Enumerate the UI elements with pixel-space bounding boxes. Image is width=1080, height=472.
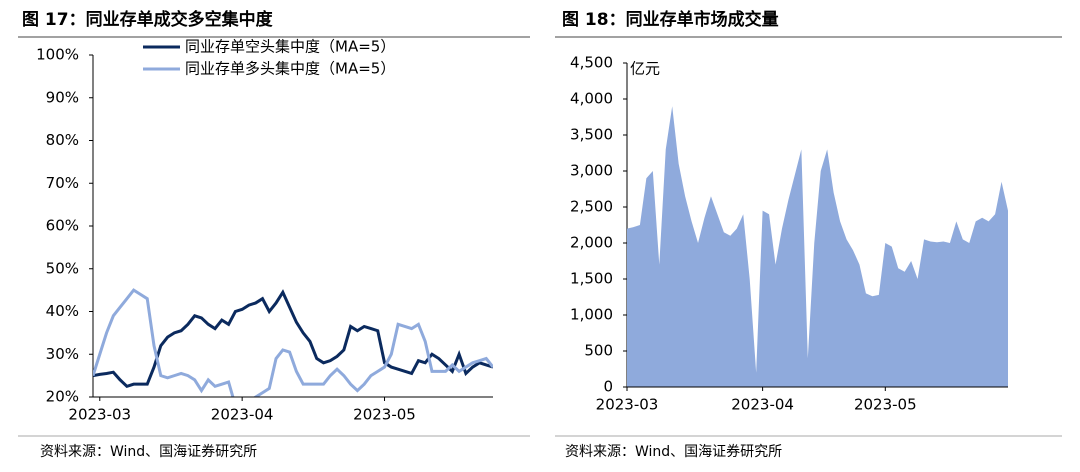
x-tick-label: 2023-04 [211,406,274,424]
y-tick-label: 100% [36,46,79,64]
series-line [93,289,493,389]
y-tick-label: 30% [46,345,79,363]
x-tick-label: 2023-03 [596,396,659,414]
y-tick-label: 60% [46,217,79,235]
legend-label: 同业存单空头集中度（MA=5） [185,38,395,56]
y-axis-unit: 亿元 [630,60,660,78]
x-tick-label: 2023-05 [353,406,416,424]
source-note: 资料来源：Wind、国海证券研究所 [565,444,782,460]
area [627,106,1008,387]
y-tick-label: 20% [46,388,79,406]
x-tick-label: 2023-03 [68,406,131,424]
y-tick-label: 500 [584,342,613,360]
y-tick-label: 90% [46,88,79,106]
y-tick-label: 70% [46,174,79,192]
y-tick-label: 1,000 [570,306,613,324]
x-tick-label: 2023-05 [854,396,917,414]
y-tick-label: 3,000 [570,162,613,180]
y-tick-label: 2,500 [570,198,613,216]
chart-title: 图 17：同业存单成交多空集中度 [22,9,274,30]
y-tick-label: 80% [46,131,79,149]
y-tick-label: 0 [603,378,613,396]
chart-title: 图 18：同业存单市场成交量 [562,9,779,30]
y-tick-label: 40% [46,302,79,320]
y-tick-label: 1,500 [570,270,613,288]
source-note: 资料来源：Wind、国海证券研究所 [40,444,257,460]
y-tick-label: 4,000 [570,90,613,108]
series-line [93,288,493,397]
y-tick-label: 2,000 [570,234,613,252]
y-tick-label: 3,500 [570,126,613,144]
legend-label: 同业存单多头集中度（MA=5） [185,60,395,78]
x-tick-label: 2023-04 [731,396,794,414]
y-tick-label: 4,500 [570,54,613,72]
y-tick-label: 50% [46,259,79,277]
